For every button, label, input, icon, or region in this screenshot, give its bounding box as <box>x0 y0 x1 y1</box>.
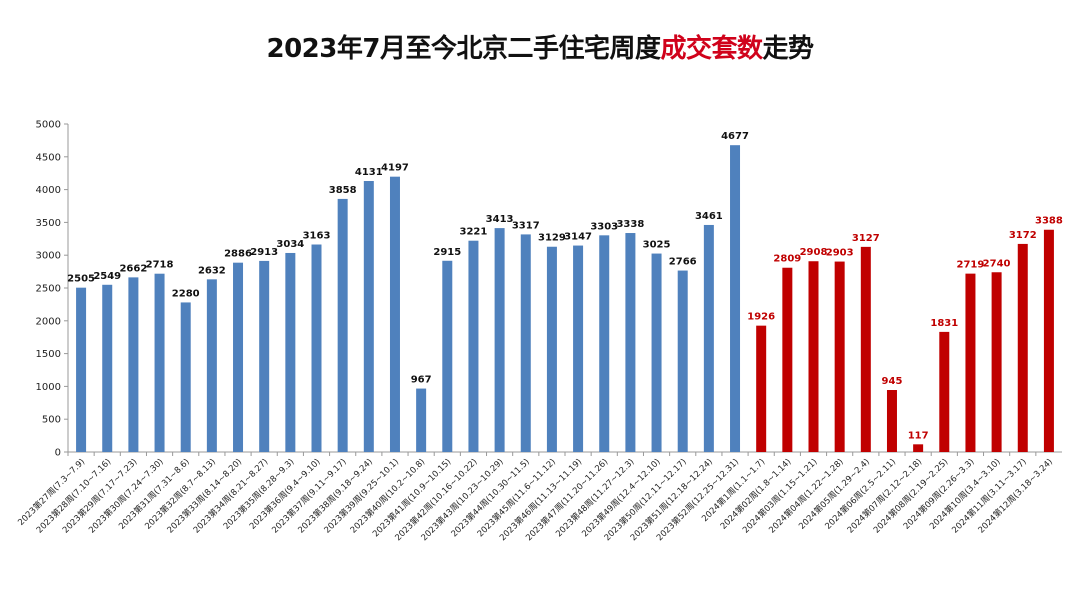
bar-2023第45周(11.6~11.12) <box>546 246 557 452</box>
bar-2023第44周(10.30~11.5) <box>520 234 531 452</box>
data-label: 1831 <box>930 318 958 329</box>
data-label: 2886 <box>224 249 252 260</box>
bar-2023第28周(7.10~7.16) <box>102 284 113 452</box>
bar-2024第05周(1.29~2.4) <box>860 246 871 452</box>
data-label: 2280 <box>172 288 200 299</box>
y-tick-label: 4500 <box>36 152 61 163</box>
data-label: 3129 <box>538 233 566 244</box>
y-tick-label: 2000 <box>36 316 61 327</box>
bar-2023第40周(10.2~10.8) <box>416 388 427 452</box>
y-tick-label: 500 <box>42 415 61 426</box>
data-label: 3303 <box>590 221 618 232</box>
data-label: 3172 <box>1009 230 1037 241</box>
bar-2023第34周(8.21~8.27) <box>259 260 270 452</box>
bar-2024第02周(1.8~1.14) <box>782 267 793 452</box>
data-label: 3163 <box>303 231 331 242</box>
data-label: 2809 <box>773 254 801 265</box>
y-tick-label: 4000 <box>36 185 61 196</box>
title-part-3: 走势 <box>762 34 814 64</box>
data-label: 3461 <box>695 211 723 222</box>
bar-2024第10周(3.4~3.10) <box>991 272 1002 452</box>
y-tick-label: 0 <box>55 448 61 459</box>
chart-title: 2023年7月至今北京二手住宅周度成交套数走势 <box>0 28 1080 65</box>
data-label: 967 <box>411 375 432 386</box>
data-label: 3317 <box>512 220 540 231</box>
bar-2023第51周(12.18~12.24) <box>703 224 714 452</box>
bar-2024第04周(1.22~1.28) <box>834 261 845 452</box>
data-label: 4197 <box>381 163 409 174</box>
bar-2024第09周(2.26~3.3) <box>965 273 976 452</box>
bar-2023第50周(12.11~12.17) <box>677 270 688 452</box>
data-label: 3025 <box>643 240 671 251</box>
bar-2024第06周(2.5~2.11) <box>886 390 897 452</box>
bar-2023第47周(11.20~11.26) <box>599 235 610 452</box>
bar-2023第37周(9.11~9.17) <box>337 198 348 452</box>
bar-2024第03周(1.15~1.21) <box>808 261 819 452</box>
data-label: 3338 <box>616 219 644 230</box>
bar-2023第52周(12.25~12.31) <box>730 145 741 453</box>
data-label: 117 <box>908 430 929 441</box>
data-label: 2913 <box>250 247 278 258</box>
data-label: 1926 <box>747 312 775 323</box>
data-label: 2903 <box>826 248 854 259</box>
data-label: 2549 <box>93 271 121 282</box>
bar-2023第30周(7.24~7.30) <box>154 273 165 452</box>
data-label: 2718 <box>146 260 174 271</box>
data-label: 3858 <box>329 185 357 196</box>
data-label: 4677 <box>721 131 749 142</box>
data-label: 3147 <box>564 232 592 243</box>
data-label: 2908 <box>800 247 828 258</box>
bar-2023第39周(9.25~10.1) <box>389 176 400 452</box>
y-tick-label: 3500 <box>36 218 61 229</box>
bar-2023第33周(8.14~8.20) <box>233 262 244 452</box>
bar-2023第49周(12.4~12.10) <box>651 253 662 452</box>
title-part-1: 2023年7月至今北京二手住宅周度 <box>266 34 661 64</box>
data-label: 3388 <box>1035 216 1063 227</box>
data-label: 3413 <box>486 214 514 225</box>
data-label: 2662 <box>119 263 147 274</box>
data-label: 3127 <box>852 233 880 244</box>
data-label: 2505 <box>67 274 95 285</box>
bar-2023第29周(7.17~7.23) <box>128 277 139 452</box>
data-label: 3221 <box>460 227 488 238</box>
data-label: 2632 <box>198 265 226 276</box>
bar-2024第1周(1.1~1.7) <box>756 325 767 452</box>
bar-2023第27周(7.3~7.9) <box>76 287 87 452</box>
data-label: 3034 <box>276 239 304 250</box>
bar-2023第46周(11.13~11.19) <box>573 245 584 452</box>
y-tick-label: 1500 <box>36 349 61 360</box>
bar-2023第35周(8.28~9.3) <box>285 252 296 452</box>
bar-2024第11周(3.11~3.17) <box>1017 243 1028 452</box>
bar-2023第36周(9.4~9.10) <box>311 244 322 452</box>
data-label: 2766 <box>669 257 697 268</box>
bar-2023第32周(8.7~8.13) <box>206 279 217 452</box>
bar-2023第41周(10.9~10.15) <box>442 260 453 452</box>
bar-2024第07周(2.12~2.18) <box>913 444 924 452</box>
bar-2023第31周(7.31~8.6) <box>180 302 191 452</box>
data-label: 2740 <box>983 258 1011 269</box>
bar-2023第43周(10.23~10.29) <box>494 228 505 452</box>
data-label: 2719 <box>957 260 985 271</box>
y-tick-label: 1000 <box>36 382 61 393</box>
y-tick-label: 5000 <box>36 120 61 131</box>
data-label: 2915 <box>433 247 461 258</box>
data-label: 945 <box>882 376 903 387</box>
bar-2024第08周(2.19~2.25) <box>939 331 950 452</box>
bar-2023第38周(9.18~9.24) <box>363 181 374 452</box>
y-tick-label: 3000 <box>36 251 61 262</box>
bar-2023第42周(10.16~10.22) <box>468 240 479 452</box>
title-highlight: 成交套数 <box>660 34 763 64</box>
data-label: 4131 <box>355 167 383 178</box>
bar-2024第12周(3.18~3.24) <box>1043 229 1054 452</box>
y-tick-label: 2500 <box>36 284 61 295</box>
bar-2023第48周(11.27~12.3) <box>625 233 636 452</box>
